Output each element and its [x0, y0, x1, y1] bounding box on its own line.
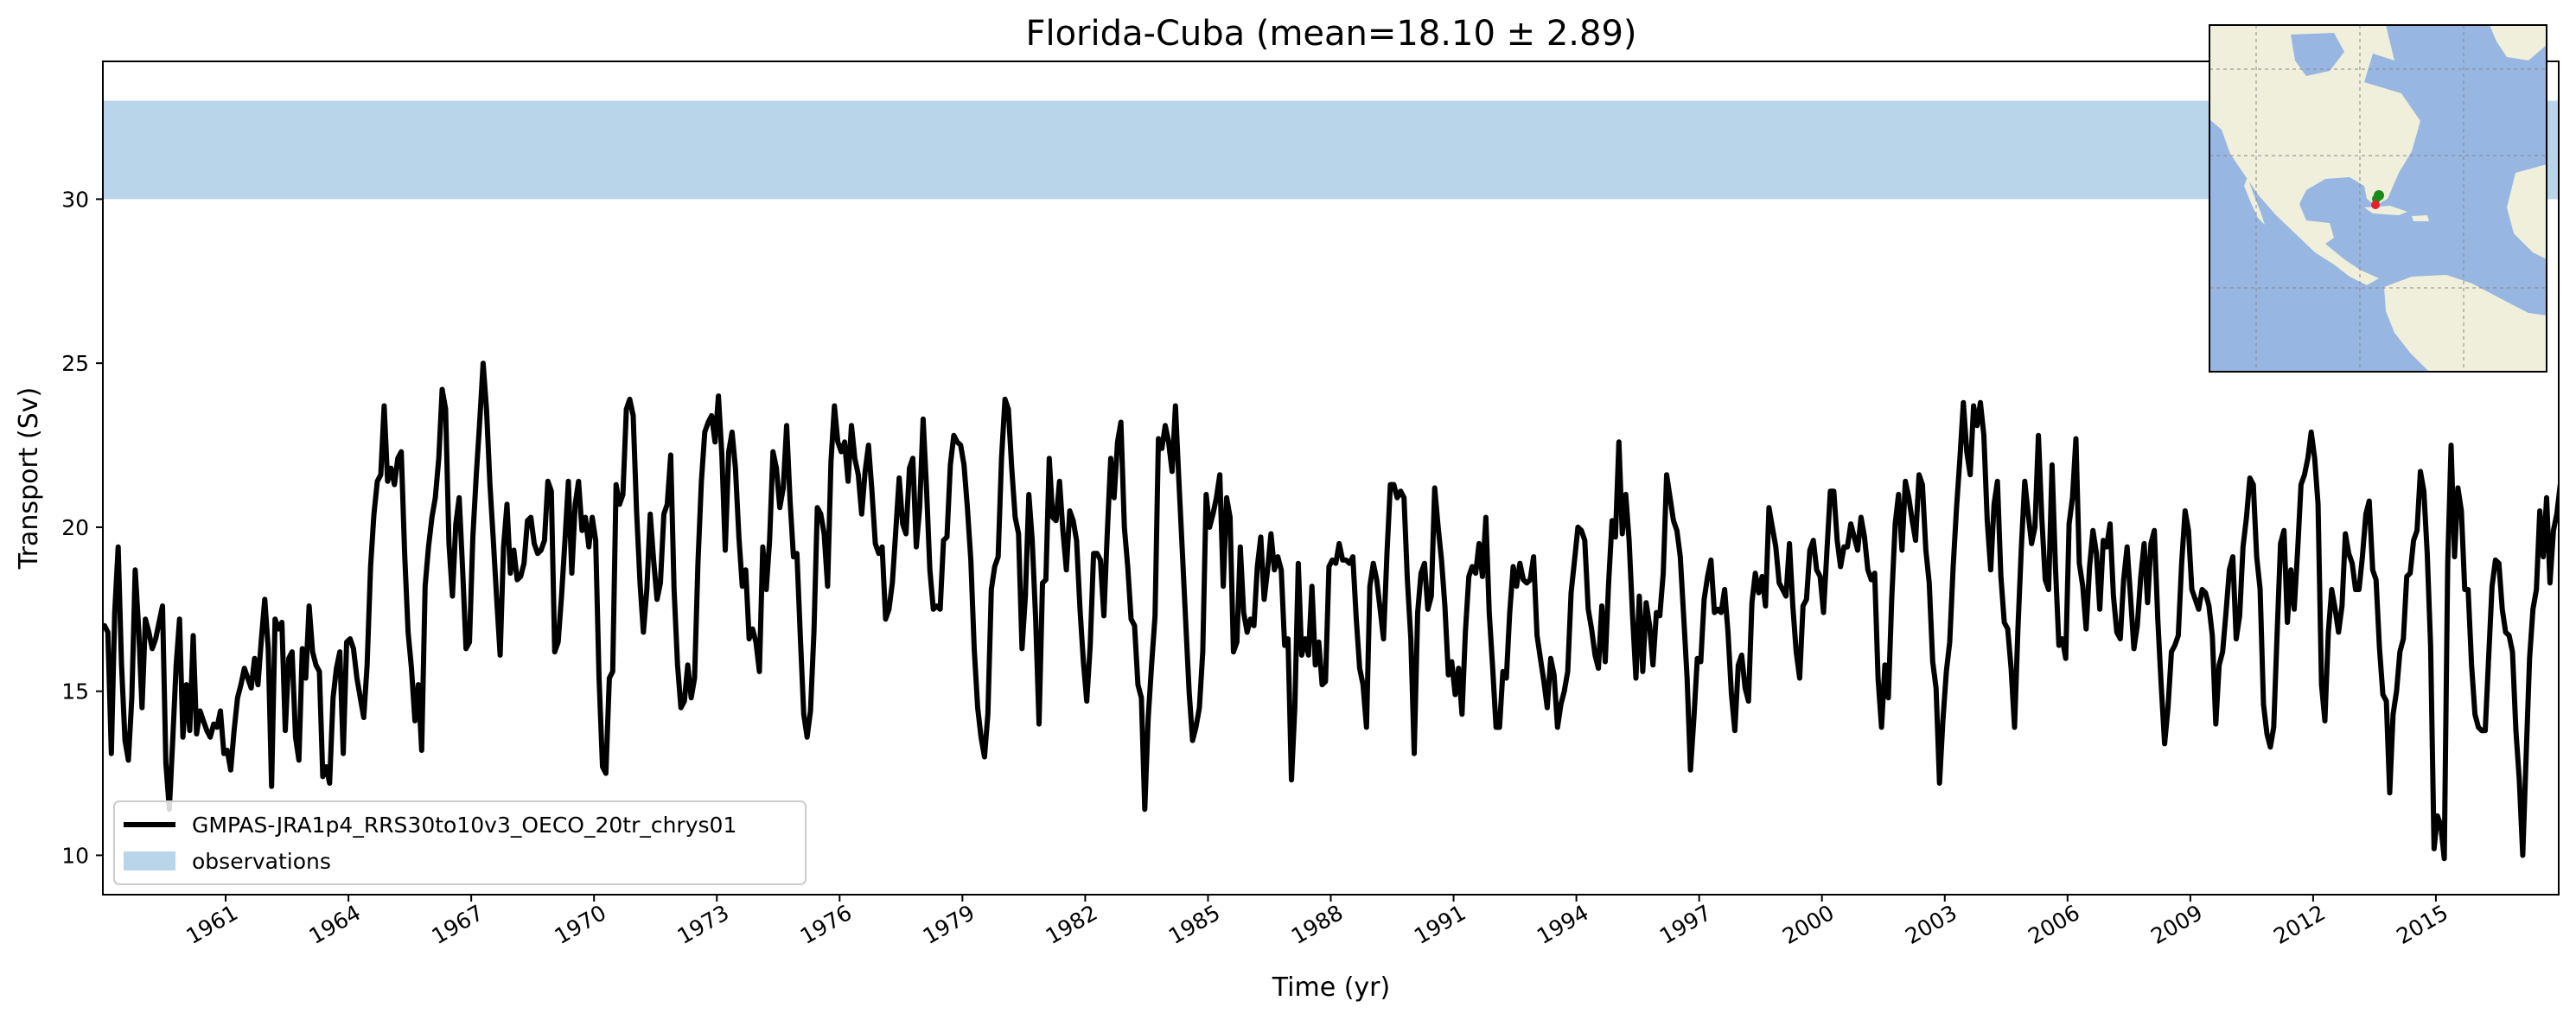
legend-observations-swatch: [124, 851, 175, 870]
x-tick-label: 1979: [919, 900, 979, 949]
y-tick-label: 20: [61, 515, 89, 540]
y-axis-title: Transport (Sv): [14, 387, 44, 571]
x-tick-label: 1976: [796, 900, 857, 949]
x-tick-label: 1967: [428, 900, 488, 949]
legend-series-label: GMPAS-JRA1p4_RRS30to10v3_OECO_20tr_chrys…: [192, 813, 736, 838]
x-tick-label: 2009: [2146, 900, 2207, 949]
y-tick-label: 30: [61, 187, 89, 212]
y-axis: 10 15 20 25 30: [61, 187, 103, 868]
x-axis: 1961 1964 1967 1970 1973 1976 1979 1982 1985 1988…: [182, 895, 2452, 949]
legend: GMPAS-JRA1p4_RRS30to10v3_OECO_20tr_chrys…: [113, 800, 807, 885]
chart-title: Florida-Cuba (mean=18.10 ± 2.89): [1025, 14, 1636, 54]
inset-map: [2209, 24, 2547, 373]
x-tick-label: 1994: [1533, 900, 1593, 949]
x-tick-label: 1961: [182, 900, 242, 949]
x-tick-label: 1970: [551, 900, 611, 949]
map-land-africa: [2507, 164, 2547, 259]
x-tick-label: 2003: [1901, 900, 1961, 949]
x-tick-label: 1982: [1042, 900, 1102, 949]
x-tick-label: 2015: [2392, 900, 2452, 949]
x-tick-label: 1991: [1410, 900, 1470, 949]
x-tick-label: 1964: [304, 900, 365, 949]
x-tick-label: 1988: [1287, 900, 1348, 949]
plot-area: [103, 100, 2559, 862]
legend-observations-label: observations: [192, 849, 331, 874]
y-tick-label: 10: [61, 843, 89, 868]
legend-box: [113, 800, 807, 885]
x-axis-title: Time (yr): [1272, 972, 1390, 1003]
map-marker-red: [2371, 201, 2380, 209]
map-land-baja: [2244, 177, 2265, 225]
map-hudson-bay: [2291, 33, 2344, 76]
series-line: [103, 360, 2559, 862]
observations-band: [103, 100, 2559, 200]
x-tick-label: 2000: [1778, 900, 1839, 949]
map-land-greenland: [2490, 25, 2547, 61]
inset-map-frame: [2209, 24, 2547, 373]
x-tick-label: 1985: [1164, 900, 1225, 949]
x-tick-label: 1973: [673, 900, 734, 949]
map-land-hispaniola: [2412, 215, 2429, 221]
x-tick-label: 1997: [1655, 900, 1716, 949]
x-tick-label: 2006: [2024, 900, 2084, 949]
map-land-south-america: [2384, 275, 2547, 372]
y-tick-label: 25: [61, 351, 89, 376]
y-tick-label: 15: [61, 679, 89, 704]
x-tick-label: 2012: [2269, 900, 2330, 949]
